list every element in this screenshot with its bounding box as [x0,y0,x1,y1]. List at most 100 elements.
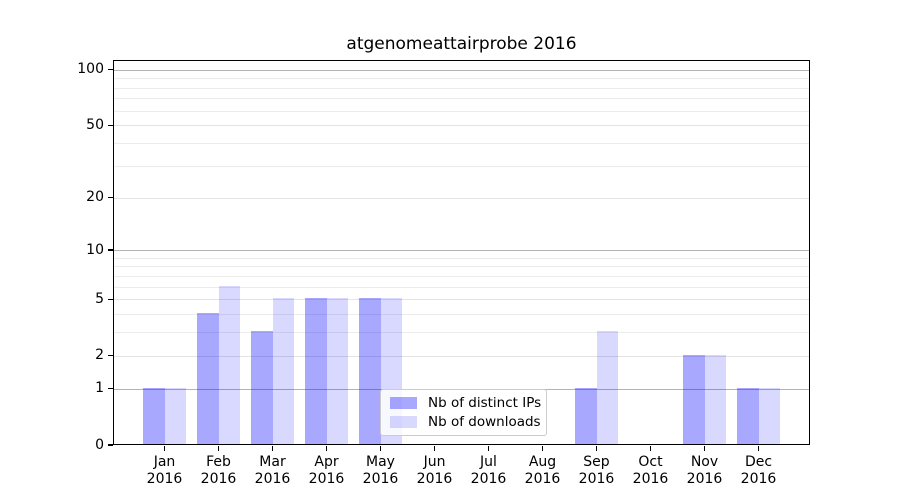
gridline-minor [114,110,809,112]
y-tick-label: 20 [86,189,104,205]
gridline-major [114,250,809,252]
y-tick-label: 2 [95,347,104,364]
bar-nb-of-downloads-apr-2016 [326,298,348,444]
x-tick-month: Dec [744,454,773,470]
x-tick-mark [271,446,274,451]
x-tick-year: 2016 [740,471,777,487]
legend-entry-nb-of-distinct-ips: Nb of distinct IPs [390,395,541,411]
bar-nb-of-distinct-ips-sep-2016 [575,387,597,444]
x-tick-label: Jul 2016 [459,454,519,488]
gridline-minor [114,257,809,259]
y-tick-mark [108,388,113,390]
x-tick-month: Jun [423,454,446,470]
x-tick-year: 2016 [308,471,345,487]
x-tick-year: 2016 [524,471,561,487]
x-tick-mark [703,446,706,451]
y-tick-mark [108,124,113,126]
x-tick-month: Sep [583,454,610,470]
y-tick-mark [108,249,113,251]
x-tick-month: Apr [314,454,339,470]
x-tick-mark [757,446,760,451]
gridline-labeled [114,355,809,357]
x-tick-month: Oct [638,454,663,470]
x-tick-year: 2016 [578,471,615,487]
gridline-major [114,69,809,71]
x-tick-label: Nov 2016 [675,454,735,488]
y-tick-label: 1 [95,380,104,397]
gridline-minor [114,165,809,167]
x-tick-month: Mar [259,454,286,470]
x-tick-month: May [366,454,395,470]
gridline-minor [114,98,809,100]
x-tick-year: 2016 [632,471,669,487]
x-tick-mark [487,446,490,451]
y-tick-mark [108,355,113,357]
x-tick-label: Oct 2016 [621,454,681,488]
bar-nb-of-downloads-sep-2016 [596,331,618,444]
gridline-minor [114,266,809,268]
x-tick-label: May 2016 [351,454,411,488]
legend-swatch-nb-of-downloads [390,415,417,428]
x-tick-month: Nov [690,454,719,470]
y-tick-label: 50 [86,116,104,133]
gridline-minor [114,78,809,80]
bar-nb-of-downloads-dec-2016 [758,387,780,444]
legend: Nb of distinct IPs Nb of downloads [380,389,547,436]
bar-nb-of-downloads-jan-2016 [164,387,186,444]
x-tick-year: 2016 [254,471,291,487]
y-tick-label: 100 [77,61,104,78]
bar-nb-of-downloads-mar-2016 [272,298,294,444]
legend-label: Nb of downloads [428,413,541,430]
legend-label: Nb of distinct IPs [428,395,542,412]
x-tick-year: 2016 [362,471,399,487]
x-tick-year: 2016 [416,471,453,487]
bar-nb-of-distinct-ips-dec-2016 [737,387,759,444]
x-tick-year: 2016 [200,471,237,487]
y-tick-label: 5 [95,290,104,307]
gridline-labeled [114,299,809,301]
bar-nb-of-distinct-ips-may-2016 [359,298,381,444]
x-tick-year: 2016 [686,471,723,487]
x-tick-label: Jan 2016 [135,454,195,488]
gridline-minor [114,143,809,145]
plot-area [113,60,810,445]
x-tick-mark [649,446,652,451]
bar-nb-of-distinct-ips-nov-2016 [683,354,705,444]
x-tick-mark [433,446,436,451]
x-tick-label: Apr 2016 [297,454,357,488]
bar-nb-of-distinct-ips-feb-2016 [197,313,219,444]
y-tick-mark [108,196,113,199]
y-tick-mark [108,444,113,446]
legend-swatch-nb-of-distinct-ips [390,397,417,410]
x-tick-mark [325,446,328,451]
gridline-minor [114,286,809,288]
bar-nb-of-downloads-nov-2016 [704,354,726,444]
gridline-labeled [114,197,809,199]
x-tick-label: Jun 2016 [405,454,465,488]
x-tick-year: 2016 [470,471,507,487]
x-tick-year: 2016 [146,471,183,487]
gridline-minor [114,332,809,334]
x-tick-month: Jul [480,454,497,470]
x-tick-label: Dec 2016 [729,454,789,488]
x-tick-month: Aug [528,454,557,470]
x-tick-mark [379,446,382,451]
x-tick-mark [217,446,220,451]
x-tick-label: Mar 2016 [243,454,303,488]
x-tick-label: Sep 2016 [567,454,627,488]
bar-nb-of-distinct-ips-jan-2016 [143,387,165,444]
gridline-labeled [114,125,809,127]
chart-title: atgenomeattairprobe 2016 [346,34,577,54]
bar-nb-of-downloads-feb-2016 [218,285,240,444]
x-tick-month: Feb [206,454,231,470]
y-tick-label: 10 [86,241,104,258]
legend-entry-nb-of-downloads: Nb of downloads [390,414,541,430]
bar-nb-of-distinct-ips-apr-2016 [305,298,327,444]
x-tick-month: Jan [153,454,176,470]
gridline-minor [114,87,809,89]
y-tick-mark [108,298,113,300]
x-tick-label: Feb 2016 [189,454,249,488]
gridline-minor [114,314,809,316]
gridline-minor [114,275,809,277]
